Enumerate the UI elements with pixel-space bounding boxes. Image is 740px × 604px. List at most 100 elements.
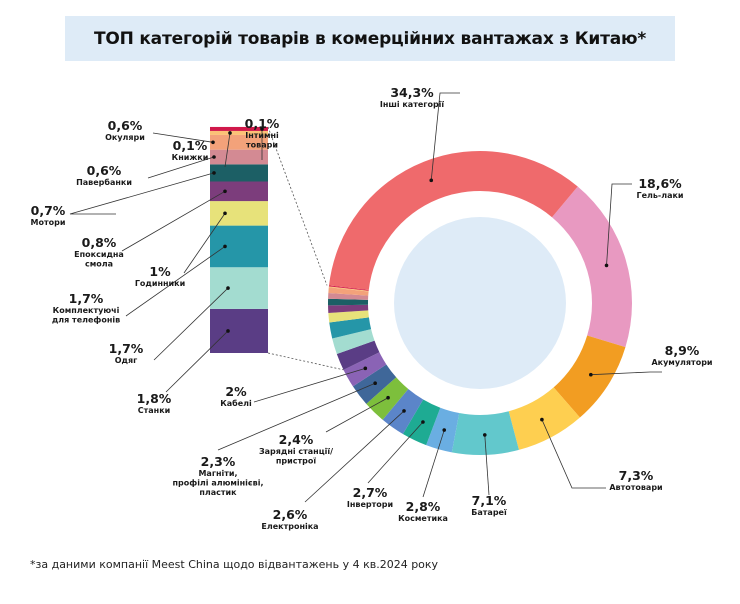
leader-dot-батареї <box>482 433 487 437</box>
category-label-автотовари: Автотовари <box>609 483 662 492</box>
leader-dot-комплектуючі-для-телефонів <box>223 244 227 249</box>
value-label-батареї: 7,1% <box>472 493 507 508</box>
category-label-інші-категорії: Інші категорії <box>380 99 445 109</box>
connector-top <box>267 126 328 286</box>
bar-segment-інтимні-товари <box>210 126 268 131</box>
bar-segment-комплектуючі-для-телефонів <box>210 225 268 268</box>
slice-батареї <box>451 411 519 455</box>
slice-станки <box>336 340 380 370</box>
category-label-епоксидна-смола: смола <box>85 260 113 269</box>
category-label-магніти-профілі-алюмінієві-пластик: пластик <box>199 488 237 497</box>
leader-line-акумулятори <box>590 371 662 376</box>
leader-dot-інвертори <box>421 420 425 424</box>
value-label-окуляри: 0,6% <box>108 118 143 133</box>
value-label-павербанки: 0,6% <box>87 163 122 178</box>
category-label-епоксидна-смола: Епоксидна <box>74 250 124 259</box>
leader-line-книжки <box>224 132 231 168</box>
slice-автотовари <box>508 387 580 450</box>
slice-книжки <box>328 286 369 292</box>
donut-center <box>394 217 566 389</box>
leader-line-інші-категорії <box>430 92 460 181</box>
leader-dot-інші-категорії <box>429 178 434 183</box>
leader-line-одяг <box>153 287 229 361</box>
value-label-гель-лаки: 18,6% <box>638 176 682 191</box>
leader-dot-косметика <box>442 428 447 432</box>
leader-dot-епоксидна-смола <box>223 189 227 194</box>
category-label-зарядні-станції-пристрої: Зарядні станції/ <box>259 446 333 456</box>
category-label-павербанки: Павербанки <box>76 177 132 187</box>
leader-line-епоксидна-смола <box>121 190 226 252</box>
slice-окуляри <box>328 287 369 296</box>
leader-dot-автотовари <box>540 417 544 422</box>
leader-line-станки <box>165 330 229 393</box>
category-label-станки: Станки <box>138 406 170 415</box>
leader-line-окуляри <box>152 132 214 143</box>
leader-line-комплектуючі-для-телефонів <box>125 246 226 317</box>
leader-line-гель-лаки <box>606 183 632 266</box>
value-label-мотори: 0,7% <box>31 203 66 218</box>
leader-dot-окуляри <box>211 140 215 145</box>
category-label-магніти-профілі-алюмінієві-пластик: профілі алюмінієві, <box>173 478 264 488</box>
bar-segment-епоксидна-смола <box>210 181 268 202</box>
leader-dot-електроніка <box>402 409 406 413</box>
leader-dot-одяг <box>226 286 230 290</box>
category-label-магніти-профілі-алюмінієві-пластик: Магніти, <box>198 468 237 478</box>
leader-dot-книжки <box>228 131 232 135</box>
leader-line-електроніка <box>304 410 405 503</box>
slice-мотори <box>328 298 369 306</box>
category-label-гель-лаки: Гель-лаки <box>636 191 683 200</box>
slice-одяг <box>332 329 375 355</box>
leader-dot-кабелі <box>363 366 368 371</box>
value-label-інші-категорії: 34,3% <box>390 85 434 100</box>
bar-segment-станки <box>210 308 268 353</box>
slice-інтимні-товари <box>328 285 369 291</box>
category-label-комплектуючі-для-телефонів: для телефонів <box>52 315 120 325</box>
value-label-станки: 1,8% <box>137 391 172 406</box>
slice-епоксидна-смола <box>328 304 369 314</box>
category-label-мотори: Мотори <box>31 218 66 227</box>
category-label-інтимні-товари: товари <box>246 141 278 150</box>
connector-bottom <box>267 352 344 371</box>
leader-dot-павербанки <box>212 155 216 159</box>
slice-гель-лаки <box>551 186 633 348</box>
leader-line-косметика <box>422 429 445 498</box>
leader-line-магніти-профілі-алюмінієві-пластик <box>217 382 376 451</box>
value-label-косметика: 2,8% <box>406 499 441 514</box>
value-label-магніти-профілі-алюмінієві-пластик: 2,3% <box>201 454 236 469</box>
leader-line-годинники <box>183 213 226 274</box>
value-label-інтимні-товари: 0,1% <box>245 116 280 131</box>
slice-інші-категорії <box>329 151 578 291</box>
value-label-інвертори: 2,7% <box>353 485 388 500</box>
slice-павербанки <box>328 293 369 300</box>
category-label-комплектуючі-для-телефонів: Комплектуючі <box>53 305 120 315</box>
title-banner: ТОП категорій товарів в комерційних вант… <box>65 16 675 61</box>
slice-акумулятори <box>553 335 626 418</box>
leader-dot-магніти-профілі-алюмінієві-пластик <box>373 381 377 385</box>
category-label-кабелі: Кабелі <box>220 398 252 408</box>
leader-dot-станки <box>226 329 230 333</box>
leader-line-мотори <box>69 172 215 215</box>
footnote: *за даними компанії Meest China щодо від… <box>30 558 439 571</box>
leader-dot-годинники <box>223 211 227 216</box>
category-label-окуляри: Окуляри <box>105 133 145 142</box>
value-label-одяг: 1,7% <box>109 341 144 356</box>
bar-segment-одяг <box>210 267 268 309</box>
leader-line-кабелі <box>253 367 366 403</box>
category-label-інвертори: Інвертори <box>347 500 393 509</box>
bar-segment-мотори <box>210 164 268 182</box>
value-label-зарядні-станції-пристрої: 2,4% <box>279 432 314 447</box>
value-label-електроніка: 2,6% <box>273 507 308 522</box>
slice-годинники <box>328 310 369 323</box>
category-label-годинники: Годинники <box>135 279 185 288</box>
leader-dot-зарядні-станції-пристрої <box>386 395 390 400</box>
leader-dot-інтимні-товари <box>260 127 264 131</box>
bar-segment-павербанки <box>210 149 268 165</box>
category-label-зарядні-станції-пристрої: пристрої <box>276 457 316 466</box>
leader-dot-акумулятори <box>589 372 593 377</box>
category-label-косметика: Косметика <box>398 514 448 523</box>
category-label-електроніка: Електроніка <box>261 521 318 531</box>
leader-line-інвертори <box>367 421 424 484</box>
bar-segment-книжки <box>210 130 268 135</box>
bar-segment-окуляри <box>210 134 268 150</box>
